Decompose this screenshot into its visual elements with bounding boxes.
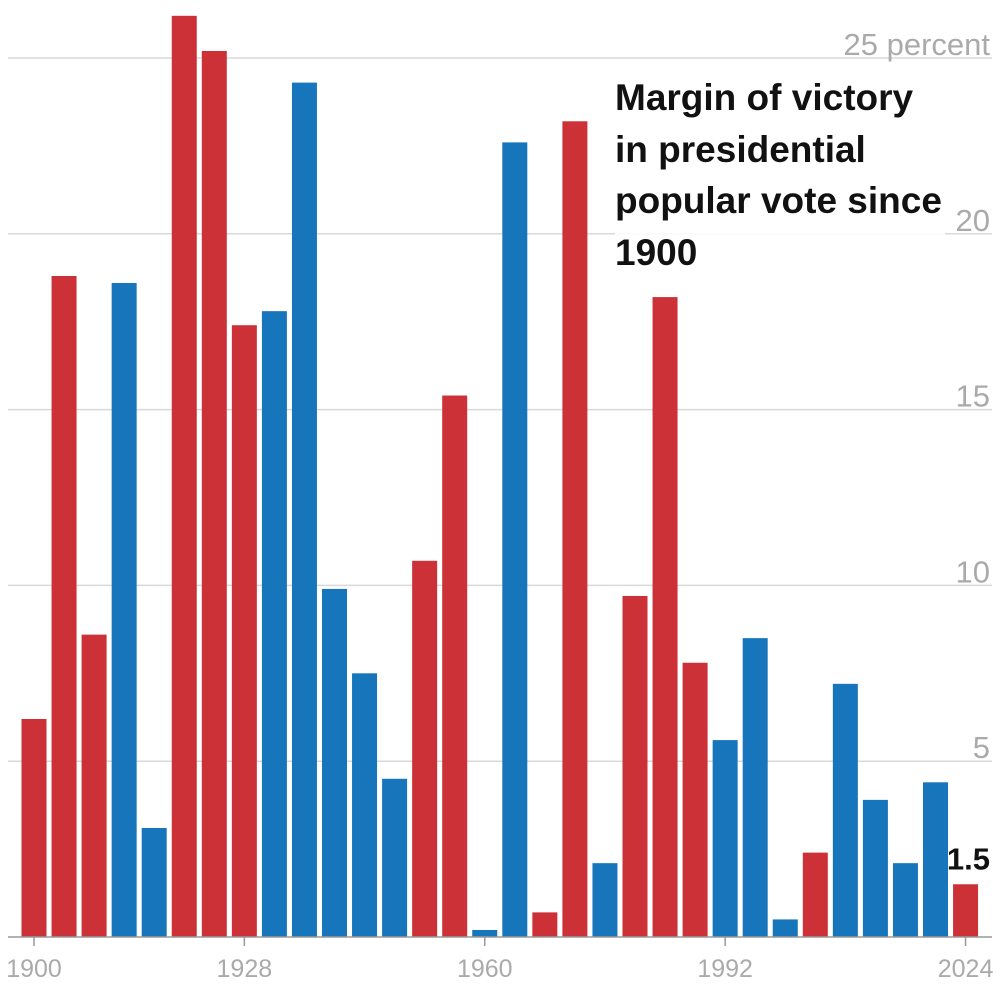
bar-1912 <box>111 283 137 937</box>
x-tick-label: 1960 <box>457 955 513 983</box>
bar-1900 <box>21 719 47 937</box>
y-tick-label: 5 <box>973 730 990 765</box>
bar-1904 <box>51 275 77 937</box>
bar-1996 <box>742 638 768 937</box>
bar-1976 <box>592 863 618 937</box>
bar-1980 <box>622 595 648 937</box>
y-tick-label: 10 <box>956 554 990 589</box>
bar-1960 <box>472 929 498 937</box>
y-tick-label: 15 <box>956 379 990 414</box>
bar-1948 <box>382 778 408 937</box>
bar-1920 <box>171 15 197 938</box>
bar-1916 <box>141 828 167 937</box>
bar-2004 <box>802 852 828 937</box>
x-tick-label: 2024 <box>938 955 994 983</box>
bar-1956 <box>442 395 468 937</box>
bar-2024 <box>953 884 979 937</box>
labels: 5 10 15 20 25 percent 1900 1928 1960 1992 2024 1.5 <box>6 27 993 983</box>
bar-1988 <box>682 662 708 937</box>
bar-1924 <box>201 50 227 937</box>
bar-1968 <box>532 912 558 937</box>
bar-1932 <box>261 311 287 938</box>
bar-1936 <box>291 82 317 937</box>
bar-1964 <box>502 142 528 937</box>
bar-2008 <box>832 683 858 937</box>
x-tick-label: 1992 <box>697 955 753 983</box>
x-tick-label: 1928 <box>217 955 273 983</box>
bar-2012 <box>862 799 888 937</box>
bar-1944 <box>352 673 378 937</box>
bar-1952 <box>412 560 438 937</box>
bar-2016 <box>892 863 918 937</box>
x-tick-label: 1900 <box>6 955 62 983</box>
x-axis <box>8 936 992 946</box>
bars <box>21 15 979 938</box>
data-label-2024: 1.5 <box>947 841 990 876</box>
bar-2020 <box>923 782 948 937</box>
bar-1992 <box>712 740 738 937</box>
chart-title: Margin of victory in presidential popula… <box>615 72 945 278</box>
bar-2000 <box>772 919 798 937</box>
bar-1984 <box>652 297 678 937</box>
bar-1928 <box>231 325 257 937</box>
bar-1972 <box>562 121 588 937</box>
y-tick-label: 25 percent <box>844 27 991 62</box>
bar-1940 <box>322 588 347 937</box>
bar-1908 <box>81 634 107 937</box>
y-tick-label: 20 <box>956 203 990 238</box>
